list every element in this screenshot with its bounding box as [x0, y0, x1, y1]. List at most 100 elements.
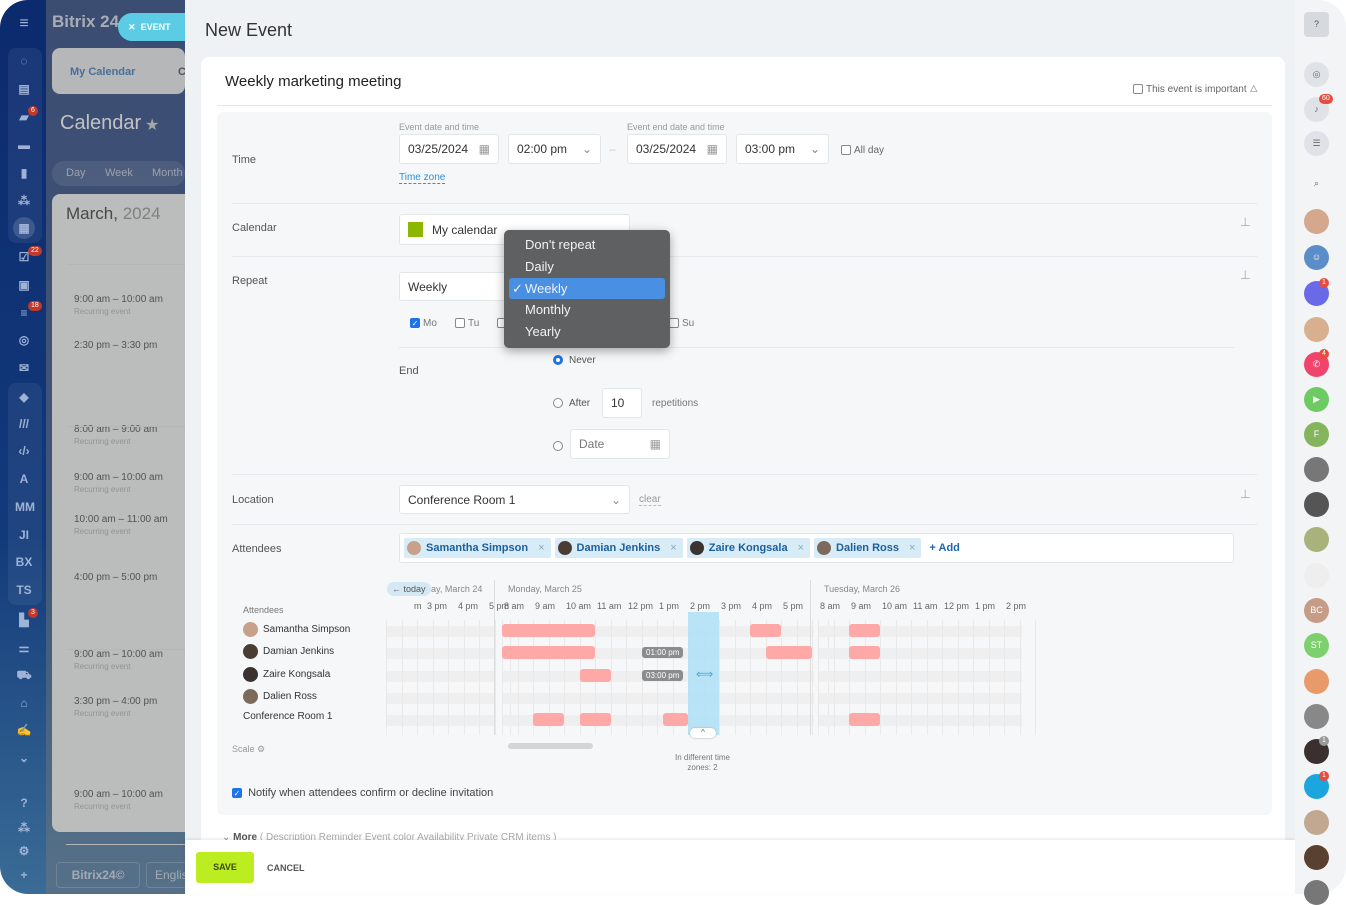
- remove-icon[interactable]: ×: [797, 542, 805, 554]
- calendar-event[interactable]: 10:00 am – 11:00 am Recurring event: [74, 514, 168, 536]
- selected-time-range[interactable]: [688, 612, 719, 735]
- help-icon[interactable]: ?: [20, 796, 28, 810]
- help-icon[interactable]: ?: [1304, 12, 1329, 37]
- app-mm[interactable]: MM: [15, 500, 35, 514]
- start-date-input[interactable]: 03/25/2024 ▦: [399, 134, 499, 164]
- add-attendee-button[interactable]: + Add: [929, 542, 960, 554]
- attendees-input[interactable]: Samantha Simpson × Damian Jenkins × Zaire …: [399, 533, 1234, 563]
- code-icon[interactable]: ‹/›: [18, 444, 30, 458]
- planner-grid[interactable]: unday, March 24 m 3 pm 4 pm 5 pm Monday, Marc…: [386, 580, 1036, 770]
- avatar[interactable]: [1304, 669, 1329, 694]
- location-select[interactable]: Conference Room 1 ⌄: [399, 485, 630, 514]
- calendar-event[interactable]: 9:00 am – 10:00 am Recurring event: [74, 294, 163, 316]
- calendar-event[interactable]: 8:00 am – 9:00 am Recurring event: [74, 424, 157, 446]
- weekday-tu[interactable]: Tu: [455, 318, 479, 329]
- language-selector[interactable]: English: [146, 862, 185, 888]
- menu-item-daily[interactable]: Daily: [525, 258, 554, 274]
- drive-icon[interactable]: ▬: [18, 138, 30, 152]
- menu-item-dont-repeat[interactable]: Don't repeat: [525, 237, 596, 252]
- plus-icon[interactable]: +: [20, 868, 28, 882]
- tab-my-calendar[interactable]: My Calendar: [70, 66, 136, 78]
- app-bx[interactable]: BX: [15, 555, 33, 569]
- attendee-chip[interactable]: Samantha Simpson ×: [404, 538, 551, 558]
- location-clear-link[interactable]: clear: [639, 494, 661, 506]
- target-icon[interactable]: ◎: [1304, 62, 1329, 87]
- repeat-select[interactable]: Weekly: [399, 272, 509, 301]
- calendar-event[interactable]: 3:30 pm – 4:00 pm Recurring event: [74, 696, 157, 718]
- weekday-su[interactable]: Su: [669, 318, 694, 329]
- avatar[interactable]: [1304, 492, 1329, 517]
- avatar[interactable]: [1304, 563, 1329, 588]
- calendar-event[interactable]: 2:30 pm – 3:30 pm: [74, 340, 157, 353]
- important-checkbox[interactable]: This event is important 🜂: [1133, 77, 1258, 98]
- attendee-chip[interactable]: Zaire Kongsala ×: [686, 538, 811, 558]
- expand-chevron-icon[interactable]: ^: [690, 728, 716, 738]
- gear-icon[interactable]: ⚙: [18, 844, 30, 858]
- sign-icon[interactable]: ✍: [16, 723, 32, 737]
- avatar[interactable]: [1304, 209, 1329, 234]
- app-a[interactable]: A: [19, 472, 29, 486]
- bank-icon[interactable]: ⌂: [20, 696, 28, 710]
- star-icon[interactable]: ★: [145, 117, 160, 134]
- remove-icon[interactable]: ×: [908, 542, 916, 554]
- pin-icon[interactable]: ⊥: [1240, 268, 1251, 282]
- tasks-icon[interactable]: ☑: [18, 250, 30, 264]
- structure-icon[interactable]: ⁂: [18, 821, 30, 835]
- calendar-icon-active[interactable]: [13, 217, 35, 239]
- planner-scrollbar[interactable]: [508, 743, 593, 749]
- feed-icon[interactable]: ◌: [20, 54, 28, 68]
- cart-icon[interactable]: ⛟: [16, 668, 32, 682]
- end-date-input[interactable]: 03/25/2024 ▦: [627, 134, 727, 164]
- settings-sliders-icon[interactable]: ⚌: [18, 641, 30, 655]
- avatar[interactable]: [1304, 880, 1329, 905]
- calendar-event[interactable]: 9:00 am – 10:00 am Recurring event: [74, 789, 163, 811]
- video-icon[interactable]: ▶: [1304, 387, 1329, 412]
- menu-icon[interactable]: ≡: [19, 15, 29, 32]
- avatar[interactable]: ST: [1304, 633, 1329, 658]
- today-button[interactable]: ← today: [387, 582, 431, 596]
- chat-icon[interactable]: ▰: [19, 110, 29, 124]
- calendar-event[interactable]: 9:00 am – 10:00 am Recurring event: [74, 472, 163, 494]
- more-toggle[interactable]: ⌄ More ( Description Reminder Event colo…: [222, 832, 557, 843]
- repetitions-input[interactable]: 10: [602, 388, 642, 418]
- avatar[interactable]: BC: [1304, 598, 1329, 623]
- view-day[interactable]: Day: [66, 167, 86, 179]
- end-date-radio[interactable]: [553, 438, 569, 452]
- document-icon[interactable]: ▮: [20, 166, 28, 180]
- event-name-input[interactable]: Weekly marketing meeting: [225, 73, 402, 90]
- notify-checkbox[interactable]: ✓ Notify when attendees confirm or decli…: [232, 787, 494, 799]
- app-ji[interactable]: JI: [18, 528, 29, 542]
- box-icon[interactable]: ◆: [19, 390, 29, 404]
- time-zone-link[interactable]: Time zone: [399, 172, 446, 184]
- end-after-radio[interactable]: After: [553, 398, 590, 409]
- window-icon[interactable]: ▤: [18, 82, 30, 96]
- avatar[interactable]: [1304, 704, 1329, 729]
- start-time-select[interactable]: 02:00 pm ⌄: [508, 134, 601, 164]
- app-ts[interactable]: TS: [16, 583, 32, 597]
- menu-item-weekly[interactable]: ✓ Weekly: [509, 277, 665, 300]
- remove-icon[interactable]: ×: [538, 542, 545, 554]
- crm-icon[interactable]: ≡: [20, 306, 28, 320]
- target-icon[interactable]: ◎: [18, 333, 30, 347]
- close-event-button[interactable]: ✕ EVENT: [118, 13, 185, 41]
- resize-handle-icon[interactable]: ⟺: [696, 666, 714, 681]
- remove-icon[interactable]: ×: [670, 542, 677, 554]
- mail-icon[interactable]: ✉: [18, 361, 30, 375]
- attendee-chip[interactable]: Dalien Ross ×: [814, 538, 922, 558]
- footer-logo[interactable]: Bitrix24©: [56, 862, 140, 888]
- groups-icon[interactable]: ⁂: [18, 194, 30, 208]
- avatar[interactable]: [1304, 457, 1329, 482]
- menu-item-yearly[interactable]: Yearly: [525, 324, 561, 340]
- cancel-button[interactable]: CANCEL: [267, 863, 305, 873]
- end-date-input[interactable]: Date ▦: [570, 429, 670, 459]
- pin-icon[interactable]: ⊥: [1240, 487, 1251, 501]
- end-never-radio[interactable]: Never: [553, 355, 596, 366]
- pin-icon[interactable]: ⊥: [1240, 215, 1251, 229]
- save-button[interactable]: SAVE: [196, 852, 254, 883]
- robot-icon[interactable]: ▙: [19, 613, 29, 627]
- end-time-select[interactable]: 03:00 pm ⌄: [736, 134, 829, 164]
- all-day-checkbox[interactable]: All day: [841, 145, 884, 156]
- avatar[interactable]: [1304, 527, 1329, 552]
- weekday-mo[interactable]: ✓ Mo: [410, 318, 437, 329]
- calendar-event[interactable]: 4:00 pm – 5:00 pm: [74, 572, 157, 585]
